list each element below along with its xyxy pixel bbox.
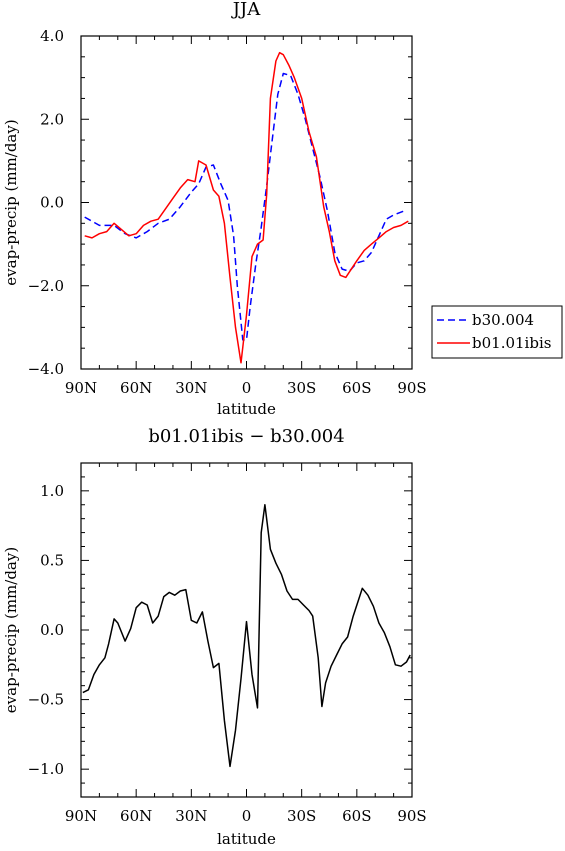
x-tick-label: 30S [287,379,316,397]
x-tick-label: 60N [120,807,152,825]
y-tick-label: 1.0 [40,482,64,500]
x-tick-label: 60S [342,379,371,397]
x-tick-label: 90N [65,807,97,825]
x-tick-label: 60N [120,379,152,397]
series-line-difference [82,503,411,768]
x-tick-label: 30S [287,807,316,825]
x-tick-label: 60S [342,807,371,825]
x-tick-label: 30N [175,379,207,397]
y-tick-label: −2.0 [28,277,64,295]
y-axis-label: evap-precip (mm/day) [2,119,20,285]
x-axis-label: latitude [217,830,276,848]
legend-label: b30.004 [472,311,534,329]
y-tick-label: 0.0 [40,621,64,639]
x-tick-label: 90S [397,379,426,397]
series-line-b30-004 [84,72,405,341]
x-tick-label: 0 [242,379,252,397]
legend-label: b01.01ibis [472,334,551,352]
y-tick-label: −4.0 [28,360,64,378]
chart-title: JJA [231,0,261,20]
series-line-b01-01ibis [84,51,409,364]
chart-title: b01.01ibis − b30.004 [148,426,344,447]
legend-box [431,305,563,359]
y-tick-label: −1.0 [28,760,64,778]
y-tick-label: −0.5 [28,691,64,709]
y-tick-label: 4.0 [40,27,64,45]
x-axis-label: latitude [217,400,276,418]
x-tick-label: 90N [65,379,97,397]
y-tick-label: 0.0 [40,194,64,212]
x-tick-label: 0 [242,807,252,825]
y-tick-label: 0.5 [40,551,64,569]
y-axis-label: evap-precip (mm/day) [2,547,20,713]
x-tick-label: 30N [175,807,207,825]
x-tick-label: 90S [397,807,426,825]
y-tick-label: 2.0 [40,110,64,128]
